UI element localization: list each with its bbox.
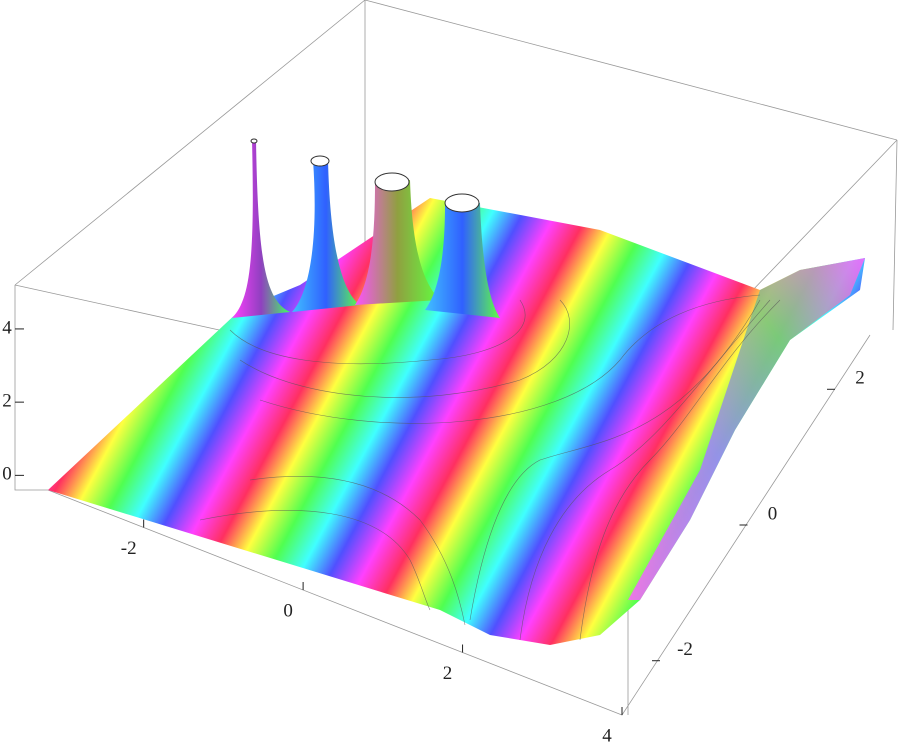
y-tick-label: -2 [677,639,693,660]
z-tick-label: 2 [2,391,12,412]
surface-pole [355,180,440,305]
surface-pole [425,203,500,318]
surface-pole [232,140,290,318]
y-tick-label: 2 [855,368,865,389]
z-tick-label: 4 [2,317,12,338]
surface-pole [292,160,360,312]
x-tick-label: -2 [121,538,137,559]
surface [48,138,865,645]
pole-cap [444,193,480,213]
x-tick-label: 0 [283,600,293,621]
surface-hill [628,258,865,600]
x-tick-label: 4 [602,725,612,746]
pole-cap [310,155,330,167]
contours [199,294,781,641]
pole-cap [250,138,258,144]
axes: -2 0 2 4 -2 0 2 0 2 4 [2,317,865,746]
z-tick-label: 0 [2,464,12,485]
x-tick-label: 2 [443,663,453,684]
pole-cap [374,172,410,192]
y-tick-label: 0 [768,503,778,524]
